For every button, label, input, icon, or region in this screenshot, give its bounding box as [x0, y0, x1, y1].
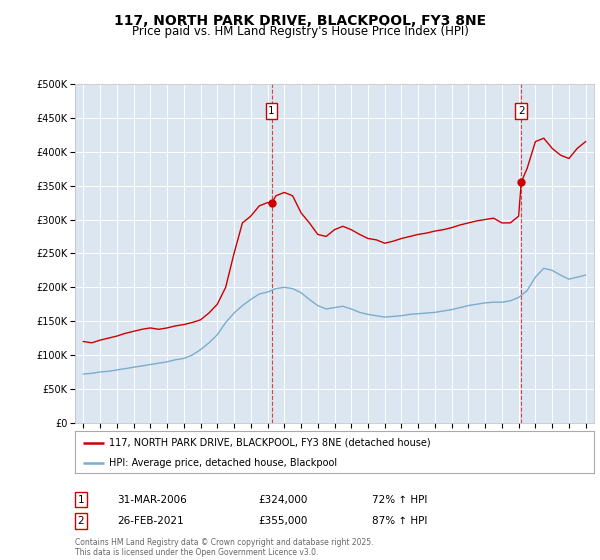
Text: 1: 1	[268, 106, 275, 116]
Text: 2: 2	[77, 516, 85, 526]
Text: 1: 1	[77, 494, 85, 505]
Text: £355,000: £355,000	[258, 516, 307, 526]
Text: 72% ↑ HPI: 72% ↑ HPI	[372, 494, 427, 505]
Text: 31-MAR-2006: 31-MAR-2006	[117, 494, 187, 505]
Text: Contains HM Land Registry data © Crown copyright and database right 2025.
This d: Contains HM Land Registry data © Crown c…	[75, 538, 373, 557]
Text: 87% ↑ HPI: 87% ↑ HPI	[372, 516, 427, 526]
Text: £324,000: £324,000	[258, 494, 307, 505]
Text: HPI: Average price, detached house, Blackpool: HPI: Average price, detached house, Blac…	[109, 458, 337, 468]
Text: 117, NORTH PARK DRIVE, BLACKPOOL, FY3 8NE (detached house): 117, NORTH PARK DRIVE, BLACKPOOL, FY3 8N…	[109, 438, 430, 448]
Text: 26-FEB-2021: 26-FEB-2021	[117, 516, 184, 526]
Text: 117, NORTH PARK DRIVE, BLACKPOOL, FY3 8NE: 117, NORTH PARK DRIVE, BLACKPOOL, FY3 8N…	[114, 14, 486, 28]
Text: Price paid vs. HM Land Registry's House Price Index (HPI): Price paid vs. HM Land Registry's House …	[131, 25, 469, 38]
Text: 2: 2	[518, 106, 524, 116]
